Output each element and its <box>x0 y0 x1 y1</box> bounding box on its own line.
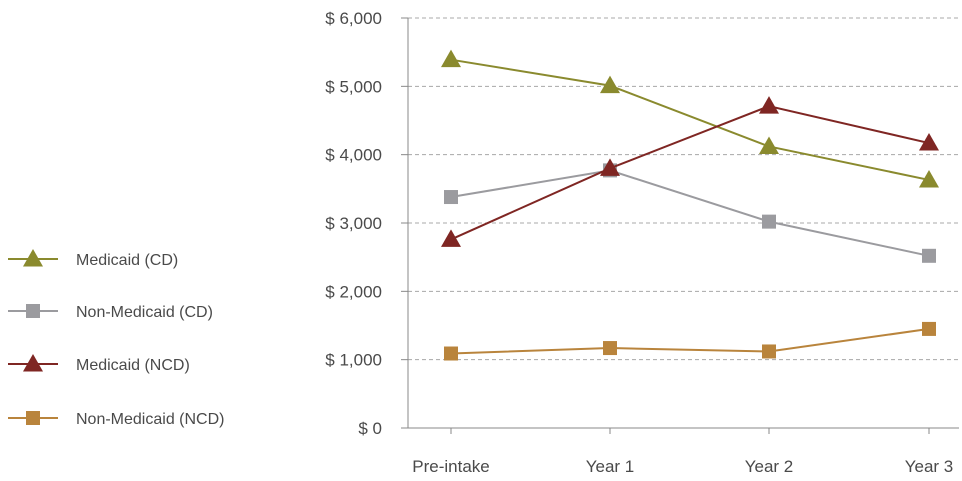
y-tick-label: $ 5,000 <box>325 77 382 96</box>
x-tick-label: Year 2 <box>745 457 794 476</box>
legend-item: Medicaid (NCD) <box>8 354 190 374</box>
legend-marker-triangle <box>23 354 43 372</box>
data-point-square <box>762 344 776 359</box>
series-non-medicaid-ncd <box>444 321 936 361</box>
legend-marker-square <box>26 411 40 425</box>
gridlines <box>408 17 959 361</box>
data-point-square <box>444 190 458 205</box>
series-line <box>450 327 930 355</box>
y-tick-label: $ 6,000 <box>325 9 382 28</box>
x-tick-label: Year 3 <box>905 457 954 476</box>
x-tick-label: Year 1 <box>586 457 635 476</box>
series-line <box>450 169 930 257</box>
data-point-triangle <box>441 49 461 68</box>
legend-marker-square <box>26 304 40 318</box>
series-group <box>441 49 939 361</box>
legend-marker-triangle <box>23 249 43 267</box>
data-point-square <box>444 346 458 361</box>
legend-label: Medicaid (CD) <box>76 252 178 269</box>
data-point-triangle <box>759 136 779 154</box>
series-non-medicaid-cd <box>444 163 936 263</box>
data-point-triangle <box>919 133 939 151</box>
legend-label: Non-Medicaid (CD) <box>76 304 213 321</box>
y-tick-label: $ 2,000 <box>325 282 382 301</box>
x-tick-labels: Pre-intake Year 1 Year 2 Year 3 <box>412 428 953 476</box>
data-point-triangle <box>919 169 939 188</box>
series-line <box>450 58 930 181</box>
data-point-square <box>603 341 617 356</box>
legend-label: Non-Medicaid (NCD) <box>76 411 224 428</box>
data-point-square <box>922 248 936 263</box>
legend-item: Non-Medicaid (NCD) <box>8 411 224 428</box>
legend: Medicaid (CD) Non-Medicaid (CD) Medicaid (… <box>8 249 224 428</box>
data-point-square <box>922 321 936 336</box>
x-tick-label: Pre-intake <box>412 457 489 476</box>
data-point-triangle <box>759 96 779 114</box>
data-point-triangle <box>600 75 620 94</box>
y-tick-label: $ 1,000 <box>325 351 382 370</box>
legend-label: Medicaid (NCD) <box>76 357 190 374</box>
data-point-square <box>762 214 776 229</box>
series-medicaid-ncd <box>441 96 939 247</box>
y-tick-label: $ 4,000 <box>325 146 382 165</box>
y-tick-labels: $ 0 $ 1,000 $ 2,000 $ 3,000 $ 4,000 $ 5,000 $ … <box>325 9 408 438</box>
legend-item: Non-Medicaid (CD) <box>8 304 213 321</box>
data-point-triangle <box>441 229 461 247</box>
y-tick-label: $ 0 <box>358 419 382 438</box>
y-tick-label: $ 3,000 <box>325 214 382 233</box>
series-medicaid-cd <box>441 49 939 188</box>
legend-item: Medicaid (CD) <box>8 249 178 269</box>
data-point-triangle <box>600 158 620 176</box>
series-line <box>450 105 930 241</box>
